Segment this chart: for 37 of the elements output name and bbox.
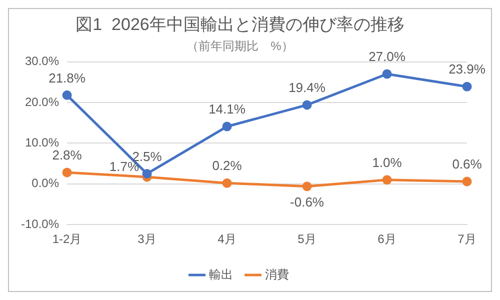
data-label: 0.2% <box>212 158 242 174</box>
data-label: 14.1% <box>208 102 246 117</box>
point <box>382 69 392 79</box>
y-tick-label: 20.0% <box>24 94 60 109</box>
x-tick-label: 3月 <box>138 232 156 246</box>
data-label: 2.8% <box>52 148 82 163</box>
legend-label: 輸出 <box>209 267 233 282</box>
y-tick-label: 10.0% <box>24 136 60 150</box>
data-label: 1.0% <box>372 154 402 170</box>
data-label: 0.6% <box>452 156 482 172</box>
point <box>62 168 72 178</box>
point <box>142 168 152 178</box>
data-label: -0.6% <box>290 194 324 210</box>
point <box>302 100 312 110</box>
data-label: 21.8% <box>48 70 86 86</box>
point <box>462 82 472 92</box>
x-tick-label: 7月 <box>458 232 476 246</box>
point <box>462 176 472 186</box>
x-tick-label: 5月 <box>298 232 316 246</box>
point <box>302 182 312 192</box>
point <box>222 122 232 132</box>
x-tick-label: 6月 <box>378 232 396 246</box>
y-tick-label: 0.0% <box>32 176 60 190</box>
x-tick-label: 1-2月 <box>52 232 82 246</box>
data-label: 23.9% <box>448 62 486 77</box>
data-label: 19.4% <box>288 80 326 96</box>
point <box>382 175 392 185</box>
y-tick-label: 30.0% <box>24 54 60 68</box>
x-tick-label: 4月 <box>218 232 236 246</box>
data-label: 2.5% <box>132 148 162 164</box>
y-tick-label: -10.0% <box>20 216 60 231</box>
legend-label: 消費 <box>265 267 289 282</box>
chart-title: 図1 2026年中国輸出と消費の伸び率の推移 <box>76 14 404 34</box>
point <box>222 178 232 188</box>
point <box>62 90 72 100</box>
data-label: 27.0% <box>368 49 406 64</box>
chart-subtitle: （前年同期比 %） <box>186 38 294 53</box>
